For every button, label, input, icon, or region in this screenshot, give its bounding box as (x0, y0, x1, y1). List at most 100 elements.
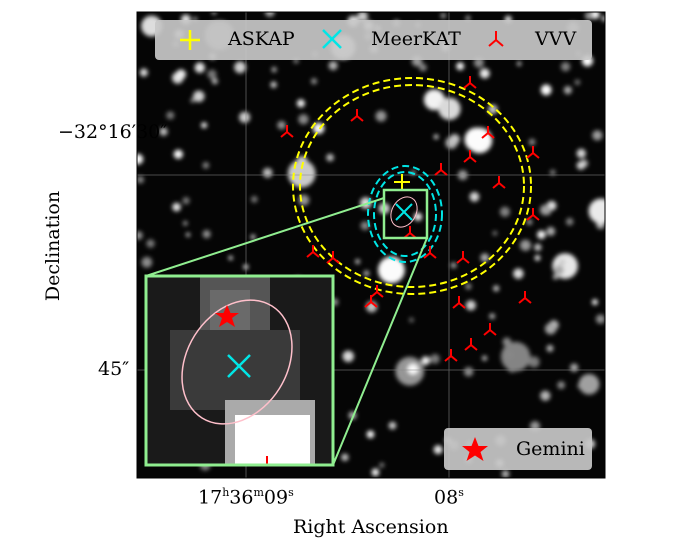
star-blob (375, 110, 387, 122)
star-blob (326, 153, 334, 162)
meerkat-marker (395, 203, 413, 221)
star-blob (355, 259, 360, 264)
star-blob (202, 230, 211, 239)
vvv-marker (326, 251, 340, 264)
star-blob (141, 256, 153, 268)
star-blob (166, 111, 175, 120)
star-blob (450, 262, 457, 269)
vvv-marker (463, 150, 477, 163)
star-blob (271, 66, 277, 73)
y-axis-label: Declination (42, 190, 65, 302)
star-blob (262, 167, 273, 178)
star-blob (183, 221, 188, 226)
star-blob (201, 122, 208, 129)
star-blob (341, 453, 349, 462)
star-blob (516, 61, 522, 66)
star-blob (500, 341, 531, 372)
star-blob (421, 356, 430, 365)
vvv-marker (444, 349, 458, 362)
vvv-marker (526, 146, 540, 159)
star-blob (519, 239, 532, 251)
x-icon (322, 29, 342, 49)
vvv-marker (423, 246, 437, 259)
x-tick-label: 08s (434, 486, 464, 509)
star-blob (553, 265, 564, 276)
star-blob (250, 196, 258, 203)
star-blob (139, 68, 148, 77)
star-blob (311, 78, 318, 85)
tri-down-icon (488, 31, 504, 47)
star-blob (202, 162, 210, 169)
star-blob (592, 130, 603, 141)
star-blob (481, 355, 488, 361)
star-blob (175, 69, 186, 80)
star-blob (557, 381, 566, 390)
star-blob (159, 127, 168, 136)
star-blob (440, 12, 447, 19)
vvv-marker (452, 296, 466, 309)
meerkat-contours (367, 165, 443, 263)
star-blob (363, 270, 370, 277)
star-blob (328, 61, 338, 71)
star-blob (493, 285, 500, 292)
star-blob (528, 138, 536, 146)
inset-frame (144, 274, 335, 467)
askap-contours (292, 77, 532, 295)
star-blob (546, 226, 556, 236)
star-blob (433, 134, 439, 140)
star-blob (473, 57, 485, 68)
star-blob (207, 69, 217, 79)
star-blob (137, 153, 144, 165)
star-blob (499, 206, 510, 217)
vvv-marker (306, 245, 320, 258)
star-blob (560, 61, 571, 72)
legend-meerkat: MeerKAT (371, 28, 461, 50)
star-blob (228, 255, 233, 260)
star-blob (433, 445, 443, 455)
star-blob (371, 468, 380, 477)
star-blob (563, 86, 572, 95)
vvv-marker (370, 285, 384, 298)
plot-frame (136, 11, 606, 479)
star-blob (539, 204, 551, 216)
star-blob (591, 299, 598, 306)
star-blob (559, 259, 566, 266)
vvv-marker (364, 295, 378, 308)
vvv-markers (280, 76, 540, 362)
y-tick-label: 45″ (98, 358, 130, 380)
vvv-marker (518, 291, 532, 304)
gemini-star-marker (215, 305, 239, 327)
star-blob (378, 256, 405, 284)
star-blob (211, 78, 218, 85)
star-blob (584, 12, 594, 20)
star-blob (449, 134, 460, 145)
star-blob (576, 148, 586, 159)
star-blob (492, 230, 498, 236)
star-blob (366, 430, 375, 439)
legend-gemini-box: Gemini (444, 428, 592, 470)
star-blob (488, 104, 498, 115)
vvv-marker (463, 76, 477, 89)
star-blob (601, 15, 605, 22)
star-blob (540, 84, 552, 96)
star-blob (464, 127, 489, 152)
legend-vvv: VVV (535, 28, 577, 50)
legend-gemini: Gemini (516, 438, 585, 460)
inset-connector (332, 237, 428, 466)
star-blob (540, 390, 551, 401)
star-blob (137, 231, 143, 240)
vvv-marker (481, 126, 495, 139)
star-blob (270, 81, 277, 88)
star-blob (456, 62, 465, 71)
star-blob (578, 373, 600, 395)
vvv-marker (464, 338, 478, 351)
vvv-marker (434, 163, 448, 176)
star-blob (146, 239, 155, 248)
star-blob (534, 255, 541, 261)
star-blob (186, 232, 191, 237)
star-blob (342, 350, 354, 363)
star-blob (137, 175, 145, 184)
star-blob (544, 323, 557, 335)
meerkat-marker-inset (227, 354, 251, 378)
